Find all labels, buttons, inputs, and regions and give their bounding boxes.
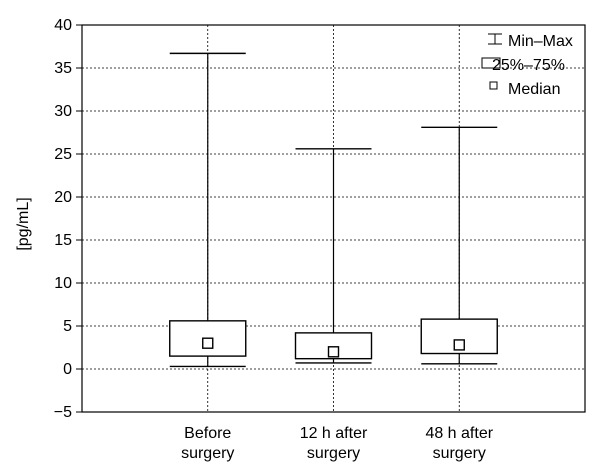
legend-box-icon — [481, 57, 501, 69]
legend: Min–Max 25%–75% Median — [481, 33, 573, 98]
y-tick-label: 0 — [63, 361, 72, 378]
median-marker — [202, 337, 214, 349]
box-group — [169, 52, 247, 368]
y-tick-label: −5 — [54, 404, 72, 421]
median-marker — [453, 339, 465, 351]
y-tick-label: 10 — [54, 275, 72, 292]
axes: −5 0 5 10 15 20 25 30 35 40 Before surgery 12 h afte… — [54, 17, 586, 462]
box-group — [294, 148, 373, 364]
y-tick-label: 30 — [54, 103, 72, 120]
legend-label: Min–Max — [508, 33, 573, 50]
legend-label: 25%–75% — [492, 57, 565, 74]
x-category-label: 48 h after — [425, 425, 493, 442]
box-group — [420, 126, 498, 365]
y-tick-label: 15 — [54, 232, 72, 249]
y-tick-label: 25 — [54, 146, 72, 163]
y-tick-label: 35 — [54, 60, 72, 77]
median-marker — [327, 346, 340, 358]
legend-median-icon — [489, 81, 498, 90]
x-category-label: surgery — [433, 445, 486, 462]
y-tick-label: 20 — [54, 189, 72, 206]
legend-label: Median — [508, 81, 560, 98]
x-category-label: Before — [184, 425, 231, 442]
iqr-box — [169, 320, 247, 357]
x-category-label: surgery — [307, 445, 360, 462]
x-category-label: surgery — [181, 445, 234, 462]
x-category-label: 12 h after — [300, 425, 368, 442]
box-marks — [169, 52, 498, 368]
plot-frame — [81, 24, 586, 413]
y-tick-label: 5 — [63, 318, 72, 335]
y-tick-label: 40 — [54, 17, 72, 34]
y-axis-title: [pg/mL] — [15, 197, 32, 250]
